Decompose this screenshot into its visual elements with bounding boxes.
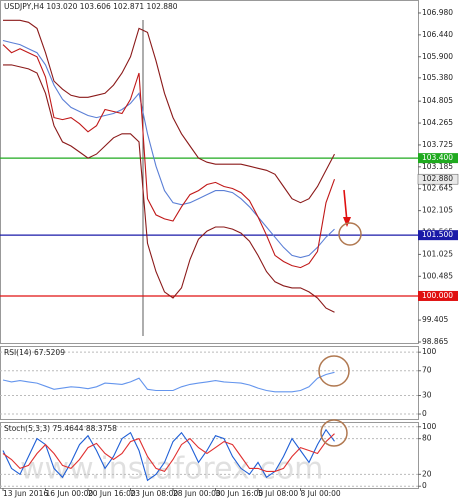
y-tick-label: 106.980 bbox=[422, 8, 453, 17]
y-tick-label: 102.645 bbox=[422, 184, 453, 193]
y-tick-label: 102.105 bbox=[422, 206, 453, 215]
y-tick-label: 70 bbox=[422, 366, 432, 375]
highlight-circle bbox=[318, 355, 350, 387]
arrow bbox=[343, 189, 348, 223]
y-tick-label: 105.900 bbox=[422, 52, 453, 61]
price-tag bbox=[417, 173, 459, 185]
level-label: 101.500 bbox=[422, 230, 453, 239]
panel-title: RSI(14) 67.5209 bbox=[4, 348, 65, 357]
series-line bbox=[2, 371, 335, 393]
y-tick-label: 103.185 bbox=[422, 162, 453, 171]
rsi-panel bbox=[0, 346, 419, 420]
series-line bbox=[3, 19, 335, 204]
y-tick-label: 98.865 bbox=[422, 337, 448, 346]
highlight-circle bbox=[338, 222, 362, 246]
y-tick-label: 100 bbox=[422, 347, 437, 356]
y-tick-label: 101.025 bbox=[422, 249, 453, 258]
x-tick-label: 5 Jul 08:00 bbox=[258, 489, 298, 498]
y-tick-label: 104.265 bbox=[422, 118, 453, 127]
series-line bbox=[2, 44, 336, 269]
stoch-panel bbox=[0, 422, 419, 489]
series-line bbox=[2, 433, 335, 473]
y-tick-label: 104.805 bbox=[422, 96, 453, 105]
x-tick-label: 28 Jun 00:00 bbox=[173, 489, 221, 498]
level-tag bbox=[418, 230, 458, 241]
x-tick-label: 8 Jul 00:00 bbox=[301, 489, 341, 498]
series-line bbox=[2, 428, 335, 482]
watermark: www.instaforex.com bbox=[20, 452, 323, 487]
y-tick-label: 0 bbox=[422, 481, 427, 490]
highlight-circle bbox=[320, 419, 348, 447]
y-tick-label: 106.440 bbox=[422, 30, 453, 39]
panel-title: USDJPY,H4 103.020 103.606 102.871 102.88… bbox=[4, 2, 178, 11]
level-label: 103.400 bbox=[422, 153, 453, 162]
y-tick-label: 100.485 bbox=[422, 271, 453, 280]
level-label: 100.000 bbox=[422, 291, 453, 300]
x-tick-label: 30 Jun 16:00 bbox=[216, 489, 264, 498]
main-panel bbox=[0, 0, 419, 344]
level-tag bbox=[418, 290, 458, 301]
series-line bbox=[2, 39, 335, 259]
price-label: 102.880 bbox=[422, 174, 453, 183]
x-tick-label: 16 Jun 00:00 bbox=[46, 489, 94, 498]
x-tick-label: 20 Jun 16:00 bbox=[88, 489, 136, 498]
y-tick-label: 100 bbox=[422, 422, 437, 431]
y-tick-label: 20 bbox=[422, 469, 432, 478]
y-tick-label: 103.725 bbox=[422, 140, 453, 149]
y-tick-label: 99.405 bbox=[422, 315, 448, 324]
y-tick-label: 105.380 bbox=[422, 73, 453, 82]
y-tick-label: 30 bbox=[422, 390, 432, 399]
series-line bbox=[3, 64, 335, 313]
panel-title: Stoch(5,3,3) 75.4644 88.3758 bbox=[4, 424, 117, 433]
x-tick-label: 23 Jun 08:00 bbox=[131, 489, 179, 498]
arrow-head bbox=[343, 217, 351, 227]
y-tick-label: 0 bbox=[422, 409, 427, 418]
level-tag bbox=[418, 153, 458, 164]
y-tick-label: 80 bbox=[422, 434, 432, 443]
x-tick-label: 13 Jun 2016 bbox=[3, 489, 48, 498]
